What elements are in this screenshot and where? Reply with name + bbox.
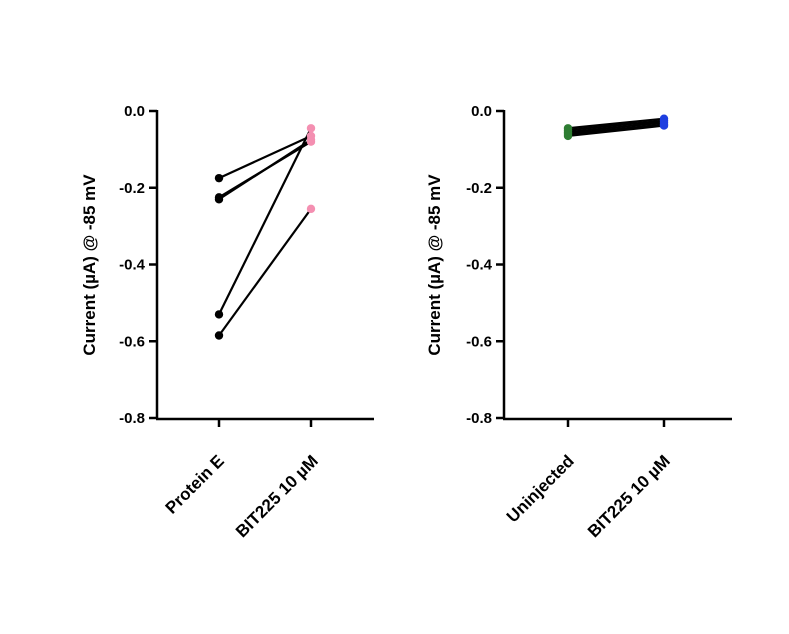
left-data-point	[306, 204, 316, 214]
right-category-label-1: Uninjected	[503, 451, 578, 526]
left-data-point	[306, 135, 316, 144]
right-y-tick-label: -0.2	[466, 180, 492, 197]
right-pair-line	[567, 119, 665, 132]
left-data-point	[306, 124, 316, 133]
left-y-axis-title: Current (µA) @ -85 mV	[80, 174, 99, 356]
right-series-points	[563, 114, 669, 141]
left-x-ticks	[217, 419, 313, 427]
left-pair-line	[218, 208, 312, 337]
right-data-point	[563, 131, 573, 141]
left-data-point	[214, 195, 224, 204]
left-panel: Current (µA) @ -85 mV 0.0 -0.2 -0.4 -0.6 -0.…	[80, 103, 374, 541]
left-pair-line	[218, 127, 312, 315]
left-pair-line	[218, 134, 312, 180]
left-y-tick-label: -0.6	[119, 333, 145, 350]
left-y-tick-label: -0.4	[119, 257, 146, 274]
right-pair-line	[567, 121, 665, 134]
left-pair-line	[218, 138, 312, 201]
left-y-tick-label: -0.8	[119, 410, 145, 427]
right-series-lines	[567, 117, 665, 138]
left-category-label-1: Protein E	[162, 451, 228, 517]
left-y-tick-label: 0.0	[124, 103, 145, 120]
left-data-point	[214, 331, 224, 340]
right-y-tick-label: 0.0	[471, 103, 492, 120]
left-series-points	[214, 124, 316, 340]
left-category-label-2: BIT225 10 µM	[232, 451, 322, 541]
left-y-ticks: 0.0 -0.2 -0.4 -0.6 -0.8	[119, 103, 157, 427]
right-y-ticks: 0.0 -0.2 -0.4 -0.6 -0.8	[466, 103, 504, 427]
right-y-tick-label: -0.6	[466, 333, 492, 350]
right-y-tick-label: -0.4	[466, 257, 493, 274]
right-pair-line	[567, 124, 665, 138]
right-pair-line	[567, 123, 665, 136]
left-y-tick-label: -0.2	[119, 180, 145, 197]
right-category-label-2: BIT225 10 µM	[584, 451, 674, 541]
left-data-point	[214, 173, 224, 183]
right-y-axis-title: Current (µA) @ -85 mV	[425, 174, 444, 356]
right-y-tick-label: -0.8	[466, 410, 492, 427]
right-data-point	[659, 121, 669, 130]
right-x-ticks	[566, 419, 666, 427]
right-panel: Current (µA) @ -85 mV 0.0 -0.2 -0.4 -0.6 -0.…	[425, 103, 732, 541]
left-series-lines	[218, 127, 312, 337]
right-pair-line	[567, 117, 665, 130]
left-data-point	[214, 310, 224, 319]
